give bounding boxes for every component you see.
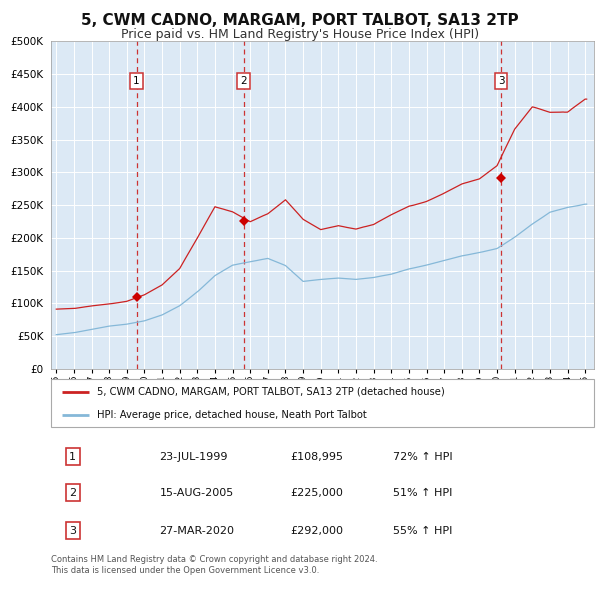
Text: 2: 2 xyxy=(240,76,247,86)
Text: 1: 1 xyxy=(133,76,140,86)
Text: Contains HM Land Registry data © Crown copyright and database right 2024.
This d: Contains HM Land Registry data © Crown c… xyxy=(51,555,377,575)
Text: 23-JUL-1999: 23-JUL-1999 xyxy=(160,452,228,462)
Text: 55% ↑ HPI: 55% ↑ HPI xyxy=(393,526,452,536)
Text: 51% ↑ HPI: 51% ↑ HPI xyxy=(393,488,452,497)
Text: 5, CWM CADNO, MARGAM, PORT TALBOT, SA13 2TP (detached house): 5, CWM CADNO, MARGAM, PORT TALBOT, SA13 … xyxy=(97,386,445,396)
Text: 2: 2 xyxy=(69,488,76,497)
Text: £225,000: £225,000 xyxy=(290,488,343,497)
Text: 72% ↑ HPI: 72% ↑ HPI xyxy=(393,452,453,462)
Text: £108,995: £108,995 xyxy=(290,452,343,462)
Text: 3: 3 xyxy=(498,76,505,86)
Text: 1: 1 xyxy=(69,452,76,462)
Text: 3: 3 xyxy=(69,526,76,536)
Text: 5, CWM CADNO, MARGAM, PORT TALBOT, SA13 2TP: 5, CWM CADNO, MARGAM, PORT TALBOT, SA13 … xyxy=(81,13,519,28)
FancyBboxPatch shape xyxy=(51,379,594,427)
Text: £292,000: £292,000 xyxy=(290,526,343,536)
Text: Price paid vs. HM Land Registry's House Price Index (HPI): Price paid vs. HM Land Registry's House … xyxy=(121,28,479,41)
Text: HPI: Average price, detached house, Neath Port Talbot: HPI: Average price, detached house, Neat… xyxy=(97,410,367,420)
Text: 27-MAR-2020: 27-MAR-2020 xyxy=(160,526,235,536)
Text: 15-AUG-2005: 15-AUG-2005 xyxy=(160,488,234,497)
